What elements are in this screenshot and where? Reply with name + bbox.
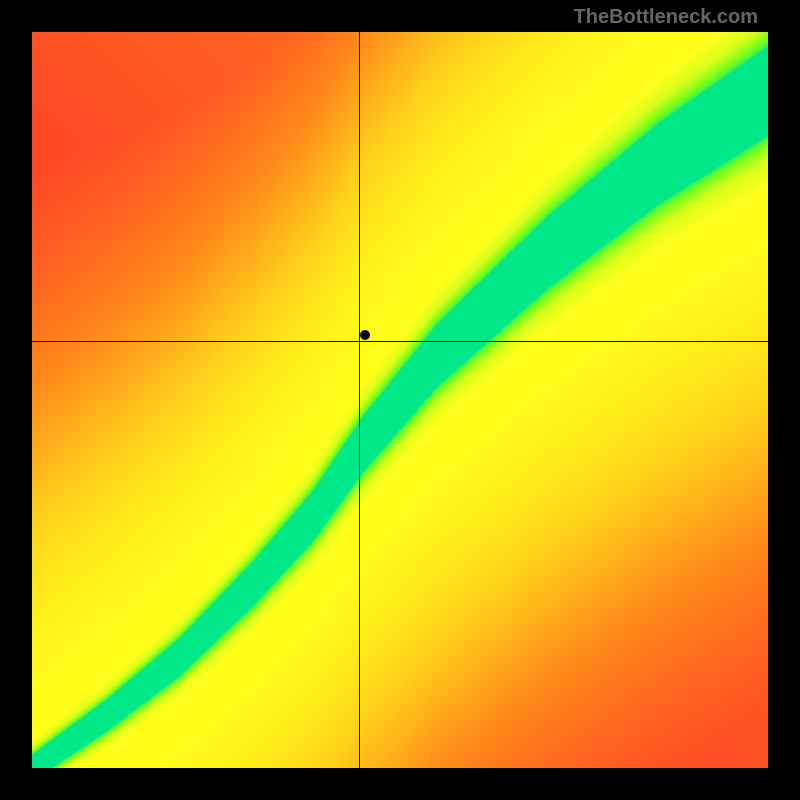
heatmap-canvas: [32, 32, 768, 768]
chart-outer: TheBottleneck.com: [0, 0, 800, 800]
heatmap-frame: [32, 32, 768, 768]
crosshair-horizontal: [32, 341, 768, 342]
crosshair-vertical: [359, 32, 360, 768]
marker-dot: [360, 330, 370, 340]
attribution-label: TheBottleneck.com: [574, 6, 758, 29]
